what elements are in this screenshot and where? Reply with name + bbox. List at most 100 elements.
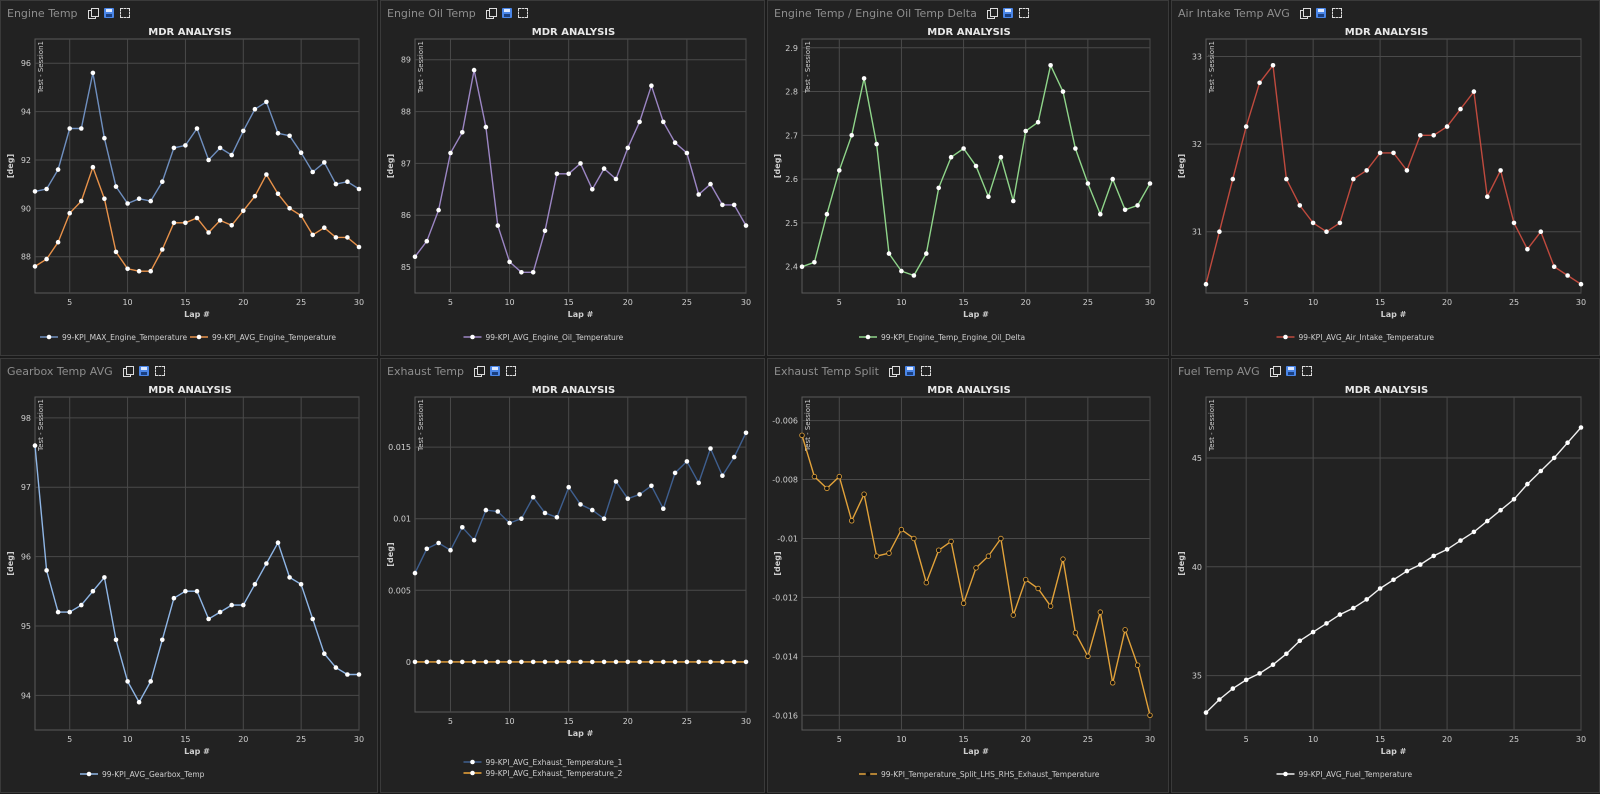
data-point <box>684 659 690 665</box>
save-icon[interactable] <box>501 8 512 18</box>
save-icon[interactable] <box>490 366 500 376</box>
maximize-icon[interactable] <box>1331 8 1342 18</box>
y-axis-label: [deg] <box>386 154 395 178</box>
copy-icon[interactable] <box>474 366 485 377</box>
data-point <box>356 186 362 192</box>
data-point <box>601 166 607 171</box>
legend-item: 99-KPI_AVG_Exhaust_Temperature_2 <box>463 769 623 778</box>
chart-svg: MDR ANALYSIS 5 10 15 20 25 30 85 86 87 88 89 Lap # [d… <box>386 27 751 342</box>
x-tick-label: 30 <box>354 298 364 307</box>
data-point <box>148 679 153 684</box>
x-tick-label: 20 <box>238 298 248 307</box>
y-tick-label: 33 <box>1192 53 1202 62</box>
save-icon[interactable] <box>1002 8 1013 18</box>
data-point <box>113 637 119 643</box>
data-point <box>613 479 619 484</box>
series-99-kpi-avg-fuel-temperature-line <box>1205 427 1582 714</box>
data-point <box>495 659 501 665</box>
copy-icon[interactable] <box>1269 366 1281 377</box>
data-point <box>183 143 188 148</box>
y-tick-label: 97 <box>21 483 31 492</box>
data-point <box>1391 150 1396 156</box>
data-point <box>672 659 678 665</box>
data-point <box>322 225 327 230</box>
panel-gearbox-temp: Gearbox Temp AVG MDR ANALYSIS 5 10 15 20 25 30… <box>0 358 378 793</box>
maximize-icon[interactable] <box>119 8 130 18</box>
copy-icon[interactable] <box>485 8 497 19</box>
data-point <box>448 659 453 665</box>
data-point <box>483 659 489 665</box>
data-point <box>125 201 130 206</box>
data-point <box>973 163 979 169</box>
legend-item: 99-KPI_AVG_Air_Intake_Temperature <box>1276 333 1434 342</box>
y-tick-label: 32 <box>1192 140 1202 149</box>
data-point <box>799 432 805 438</box>
maximize-icon[interactable] <box>506 366 516 376</box>
data-point <box>1351 176 1356 182</box>
data-point <box>148 268 153 274</box>
data-point <box>1122 627 1128 633</box>
copy-icon[interactable] <box>888 366 900 377</box>
data-point <box>217 145 223 151</box>
data-point <box>460 525 465 530</box>
maximize-icon[interactable] <box>517 8 528 18</box>
data-point <box>333 235 339 240</box>
save-icon[interactable] <box>1315 8 1326 18</box>
data-point <box>310 616 316 622</box>
maximize-icon[interactable] <box>1301 366 1312 376</box>
session-annotation: Test - Session1 <box>1208 41 1216 94</box>
x-tick-label: 15 <box>564 717 574 726</box>
legend-item: 99-KPI_MAX_Engine_Temperature <box>40 333 187 342</box>
x-tick-label: 20 <box>1021 298 1031 307</box>
copy-icon[interactable] <box>87 8 99 19</box>
panel-engine-oil-temp: Engine Oil Temp MDR ANALYSIS 5 10 15 20 25 30 8… <box>380 0 765 356</box>
data-point <box>649 659 654 665</box>
copy-icon[interactable] <box>122 366 134 377</box>
data-point <box>424 659 430 665</box>
plot-area <box>1205 38 1582 294</box>
copy-icon[interactable] <box>986 8 998 19</box>
save-icon[interactable] <box>1285 366 1296 376</box>
save-icon[interactable] <box>103 8 114 18</box>
save-icon[interactable] <box>138 366 149 376</box>
legend-item: 99-KPI_Temperature_Split_LHS_RHS_Exhaust… <box>859 770 1100 779</box>
data-point <box>345 672 350 677</box>
data-point <box>874 141 879 147</box>
plot-area <box>34 396 360 731</box>
x-tick-label: 30 <box>1145 735 1155 744</box>
y-axis-label: [deg] <box>773 154 782 178</box>
y-tick-label: 87 <box>401 159 411 168</box>
data-point <box>1257 80 1262 86</box>
maximize-icon[interactable] <box>920 366 931 376</box>
data-point <box>436 659 441 665</box>
data-point <box>55 167 61 172</box>
data-point <box>873 553 880 559</box>
data-point <box>136 699 142 705</box>
data-point <box>206 616 211 622</box>
data-point <box>731 202 737 208</box>
data-point <box>298 213 304 218</box>
maximize-icon[interactable] <box>1018 8 1029 18</box>
panel-header: Air Intake Temp AVG <box>1178 5 1348 21</box>
data-point <box>264 561 269 566</box>
data-point <box>935 547 942 553</box>
maximize-icon[interactable] <box>154 366 165 376</box>
data-point <box>44 568 49 573</box>
panel-exhaust-temp-split: Exhaust Temp Split MDR ANALYSIS 5 10 15 20 25… <box>767 358 1169 793</box>
data-point <box>495 223 501 228</box>
data-point <box>44 186 49 192</box>
copy-icon[interactable] <box>1299 8 1311 19</box>
data-point <box>1035 585 1041 592</box>
series-99-kpi-avg-gearbox-temp-line <box>34 445 359 704</box>
data-point <box>1351 605 1356 611</box>
y-axis-label: [deg] <box>1177 551 1186 575</box>
data-point <box>1418 133 1423 138</box>
x-tick-label: 25 <box>1083 298 1093 307</box>
x-tick-label: 30 <box>1145 298 1155 307</box>
data-point <box>1270 63 1276 68</box>
y-tick-label: 31 <box>1192 228 1202 237</box>
x-tick-label: 25 <box>682 298 692 307</box>
legend-item: 99-KPI_AVG_Exhaust_Temperature_1 <box>463 758 623 767</box>
legend-label: 99-KPI_AVG_Engine_Temperature <box>212 333 336 342</box>
save-icon[interactable] <box>904 366 915 376</box>
